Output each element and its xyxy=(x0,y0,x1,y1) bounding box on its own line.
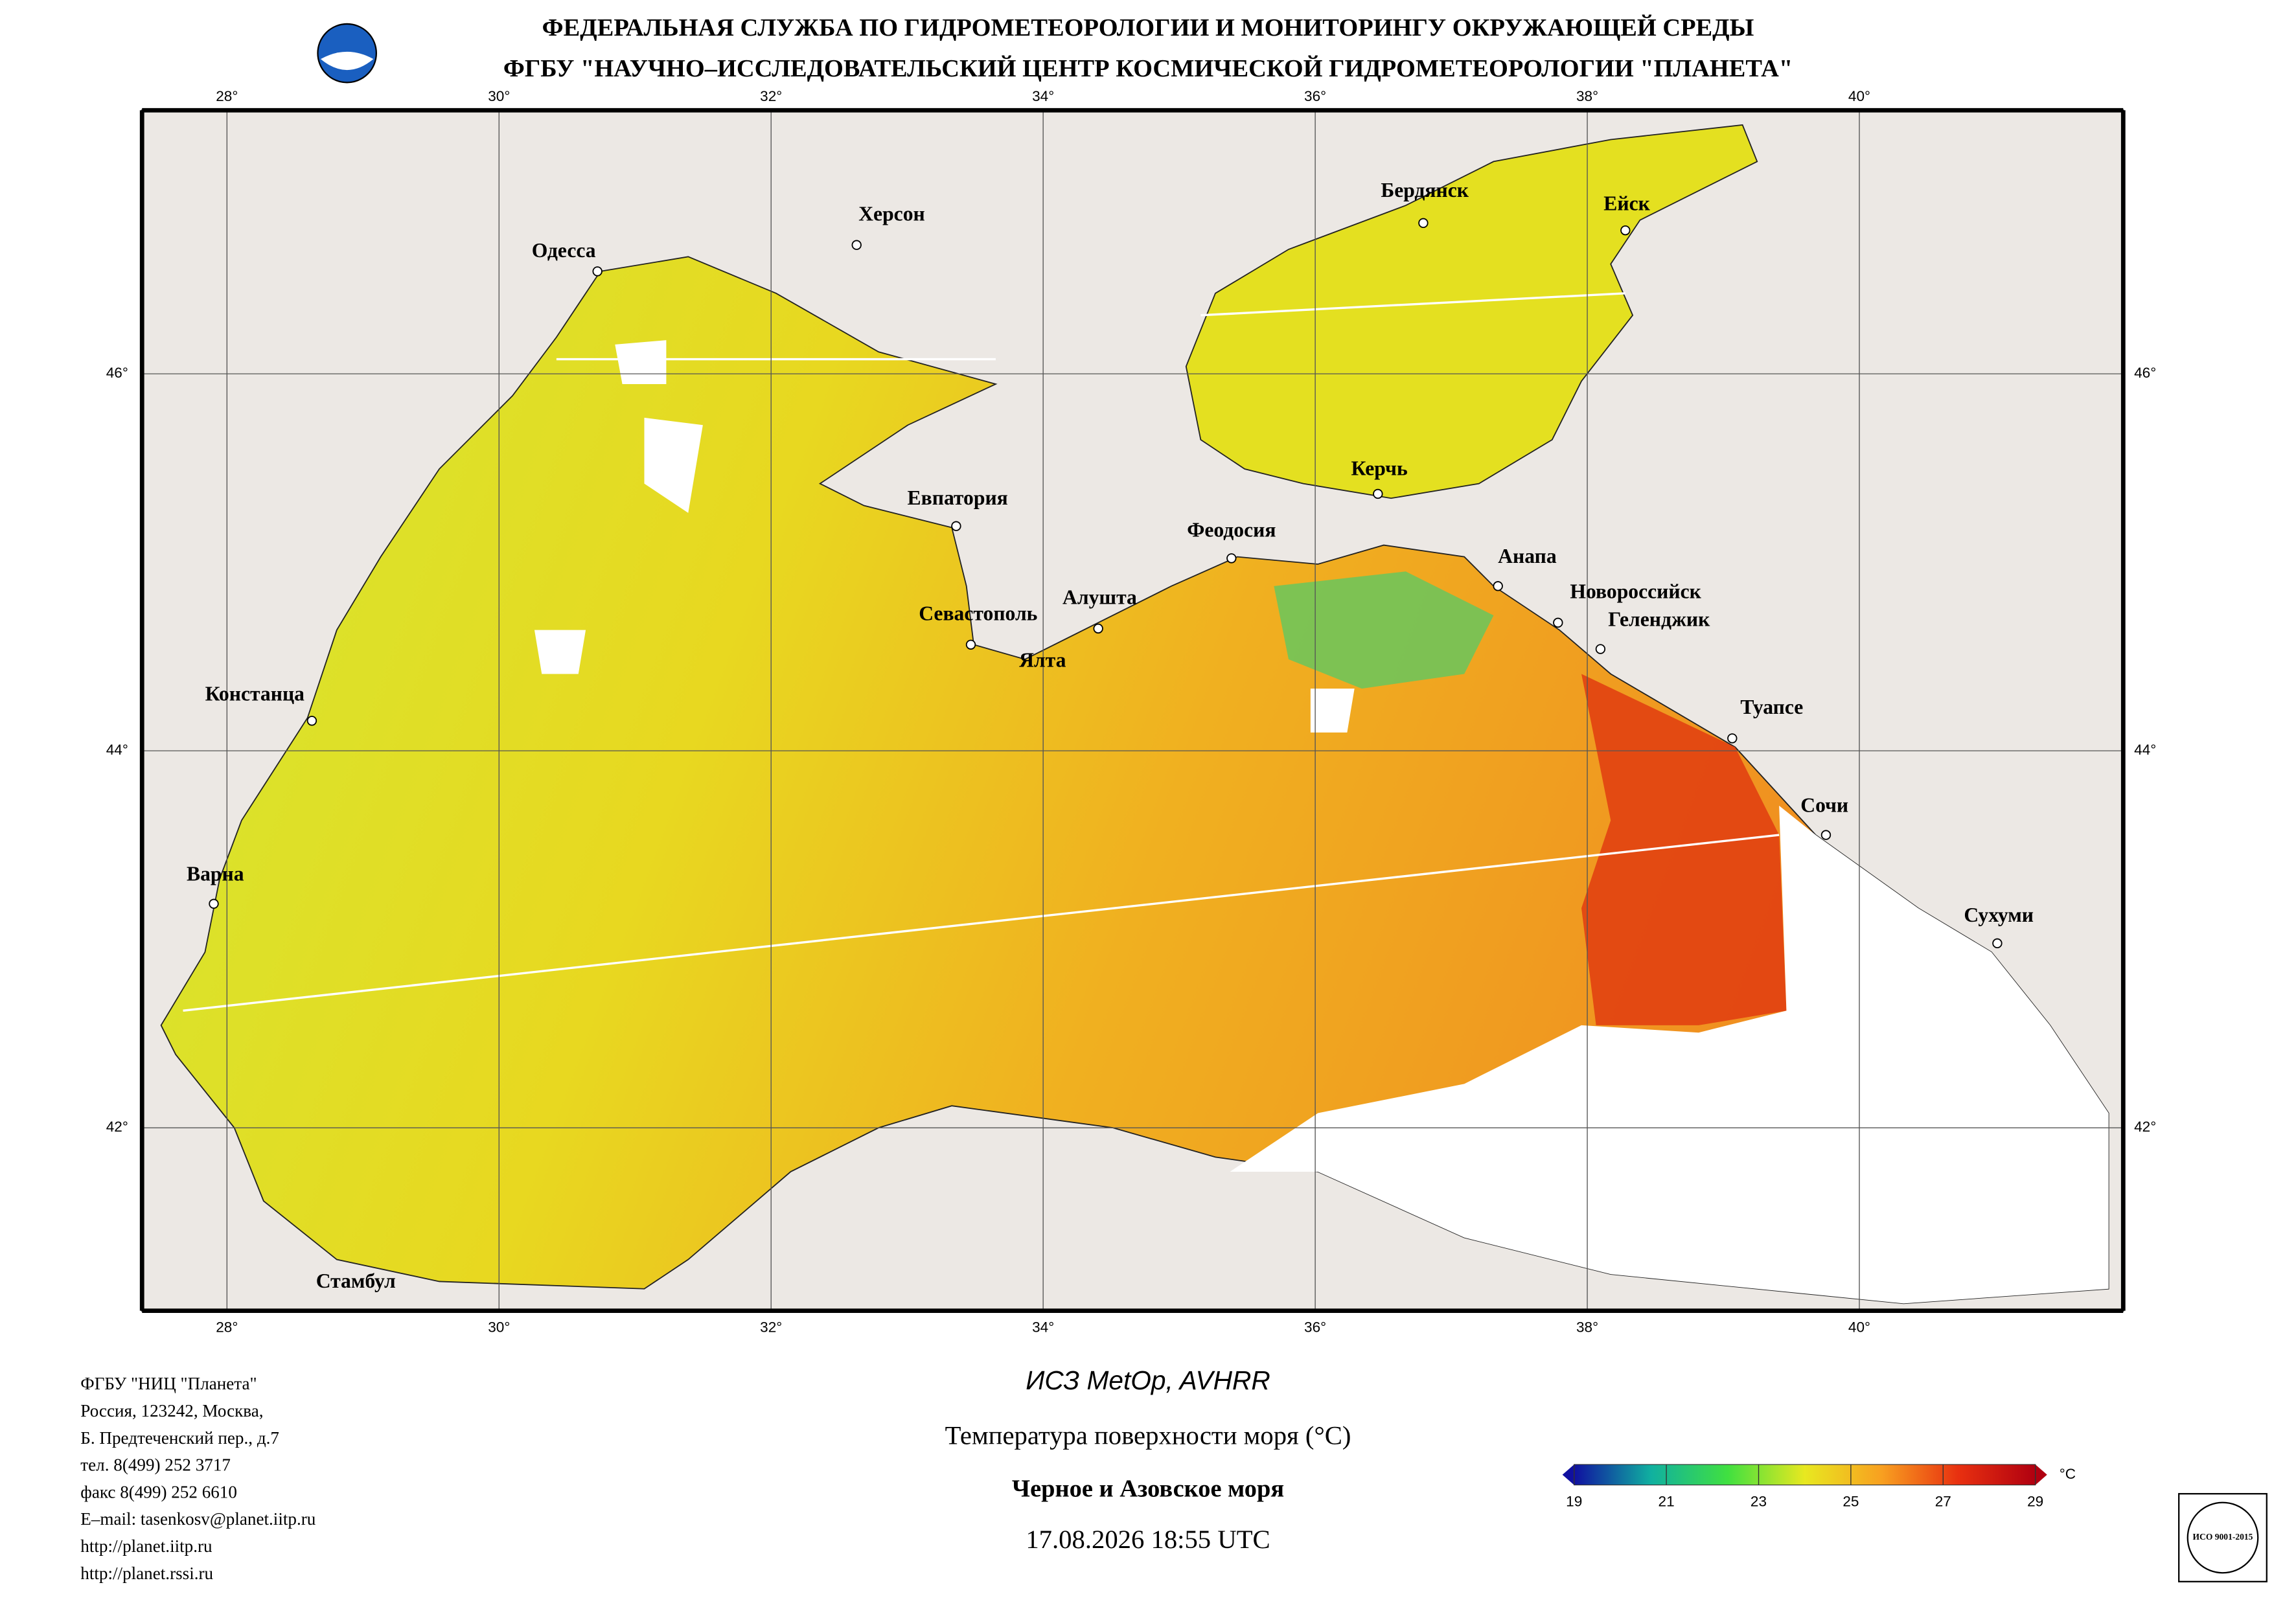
city-dot xyxy=(1418,218,1429,229)
colorbar-tick-label: 23 xyxy=(1751,1494,1767,1510)
city-label: Сочи xyxy=(1800,793,1848,816)
cloud-area xyxy=(1230,805,2109,1304)
city-label: Констанца xyxy=(205,683,305,705)
cool-patch xyxy=(1274,571,1494,689)
city-label: Ейск xyxy=(1603,192,1650,214)
map xyxy=(142,110,2124,1311)
lon-tick-label: 28° xyxy=(216,1319,238,1336)
city-dot xyxy=(1493,581,1503,591)
city-label: Анапа xyxy=(1498,545,1557,567)
city-dot xyxy=(592,266,603,277)
lon-tick-label: 30° xyxy=(488,1319,510,1336)
city-label: Сухуми xyxy=(1964,904,2034,926)
address-line: http://planet.iitp.ru xyxy=(80,1536,212,1556)
city-label: Феодосия xyxy=(1187,518,1276,541)
city-label: Стамбул xyxy=(316,1270,396,1292)
colorbar-high-arrow xyxy=(2035,1464,2047,1485)
city-label: Ялта xyxy=(1019,649,1066,672)
city-label: Севастополь xyxy=(919,602,1037,624)
colorbar-tick-label: 19 xyxy=(1566,1494,1582,1510)
city-label: Новороссийск xyxy=(1570,580,1701,602)
header-line: ФГБУ "НАУЧНО–ИССЛЕДОВАТЕЛЬСКИЙ ЦЕНТР КОС… xyxy=(503,55,1793,82)
iso-logo: ИСО 9001-2015 xyxy=(2178,1493,2267,1582)
lon-tick-label: 38° xyxy=(1576,1319,1598,1336)
lon-tick-label: 38° xyxy=(1576,88,1598,104)
city-label: Варна xyxy=(187,863,244,885)
warm-patch xyxy=(1581,674,1787,1025)
city-label: Бердянск xyxy=(1381,179,1469,201)
city-dot xyxy=(306,716,317,726)
city-label: Одесса xyxy=(532,239,596,262)
product: Температура поверхности моря (°C) xyxy=(945,1421,1351,1450)
colorbar-low-arrow xyxy=(1562,1464,1574,1485)
address-line: факс 8(499) 252 6610 xyxy=(80,1482,237,1501)
lon-tick-label: 32° xyxy=(760,88,782,104)
city-label: Керчь xyxy=(1351,457,1408,480)
colorbar-tick-label: 27 xyxy=(1935,1494,1951,1510)
city-label: Херсон xyxy=(858,202,925,225)
lon-tick-label: 30° xyxy=(488,88,510,104)
address-line: Россия, 123242, Москва, xyxy=(80,1401,263,1420)
lon-tick-label: 34° xyxy=(1032,1319,1054,1336)
city-dot xyxy=(851,240,862,250)
city-dot xyxy=(951,521,961,531)
colorbar xyxy=(1574,1464,2036,1486)
city-dot xyxy=(965,639,976,650)
datetime: 17.08.2026 18:55 UTC xyxy=(1026,1525,1270,1554)
colorbar-tick-label: 29 xyxy=(2027,1494,2043,1510)
header-line: ФЕДЕРАЛЬНАЯ СЛУЖБА ПО ГИДРОМЕТЕОРОЛОГИИ … xyxy=(542,14,1754,41)
lon-tick-label: 28° xyxy=(216,88,238,104)
address-line: ФГБУ "НИЦ "Планета" xyxy=(80,1374,257,1393)
lat-tick-label: 46° xyxy=(2134,365,2156,381)
city-dot xyxy=(1373,488,1383,499)
city-dot xyxy=(1992,938,2003,949)
lon-tick-label: 36° xyxy=(1304,1319,1326,1336)
lat-tick-label: 44° xyxy=(2134,742,2156,758)
lon-tick-label: 32° xyxy=(760,1319,782,1336)
address-line: тел. 8(499) 252 3717 xyxy=(80,1455,231,1475)
lat-tick-label: 44° xyxy=(106,742,128,758)
city-dot xyxy=(1620,225,1631,236)
address-line: http://planet.rssi.ru xyxy=(80,1564,213,1583)
satellite: ИСЗ MetOp, AVHRR xyxy=(1026,1365,1270,1395)
colorbar-tick-label: 21 xyxy=(1659,1494,1675,1510)
city-dot xyxy=(1820,830,1831,840)
azov-sea xyxy=(1185,124,1758,499)
region: Черное и Азовское моря xyxy=(1012,1475,1284,1502)
lon-tick-label: 40° xyxy=(1848,1319,1870,1336)
city-dot xyxy=(1553,617,1563,628)
city-dot xyxy=(1595,644,1606,654)
city-dot xyxy=(209,898,219,909)
address-line: Б. Предтеченский пер., д.7 xyxy=(80,1428,279,1448)
city-label: Геленджик xyxy=(1608,608,1710,630)
lon-tick-label: 34° xyxy=(1032,88,1054,104)
city-dot xyxy=(1727,733,1738,744)
lat-tick-label: 42° xyxy=(106,1119,128,1135)
city-dot xyxy=(1226,553,1237,564)
city-label: Алушта xyxy=(1062,586,1137,608)
frame-ticks xyxy=(139,108,2126,1314)
lat-tick-label: 42° xyxy=(2134,1119,2156,1135)
iso-text: ИСО 9001-2015 xyxy=(2193,1532,2253,1542)
city-dot xyxy=(1093,623,1103,634)
lon-tick-label: 36° xyxy=(1304,88,1326,104)
colorbar-unit: °C xyxy=(2060,1466,2076,1482)
city-label: Евпатория xyxy=(908,486,1008,509)
address-line: E–mail: tasenkosv@planet.iitp.ru xyxy=(80,1509,316,1529)
city-label: Туапсе xyxy=(1740,696,1803,718)
lon-tick-label: 40° xyxy=(1848,88,1870,104)
lat-tick-label: 46° xyxy=(106,365,128,381)
logo xyxy=(317,23,378,84)
swath-line xyxy=(183,292,1780,1012)
colorbar-tick-label: 25 xyxy=(1843,1494,1859,1510)
